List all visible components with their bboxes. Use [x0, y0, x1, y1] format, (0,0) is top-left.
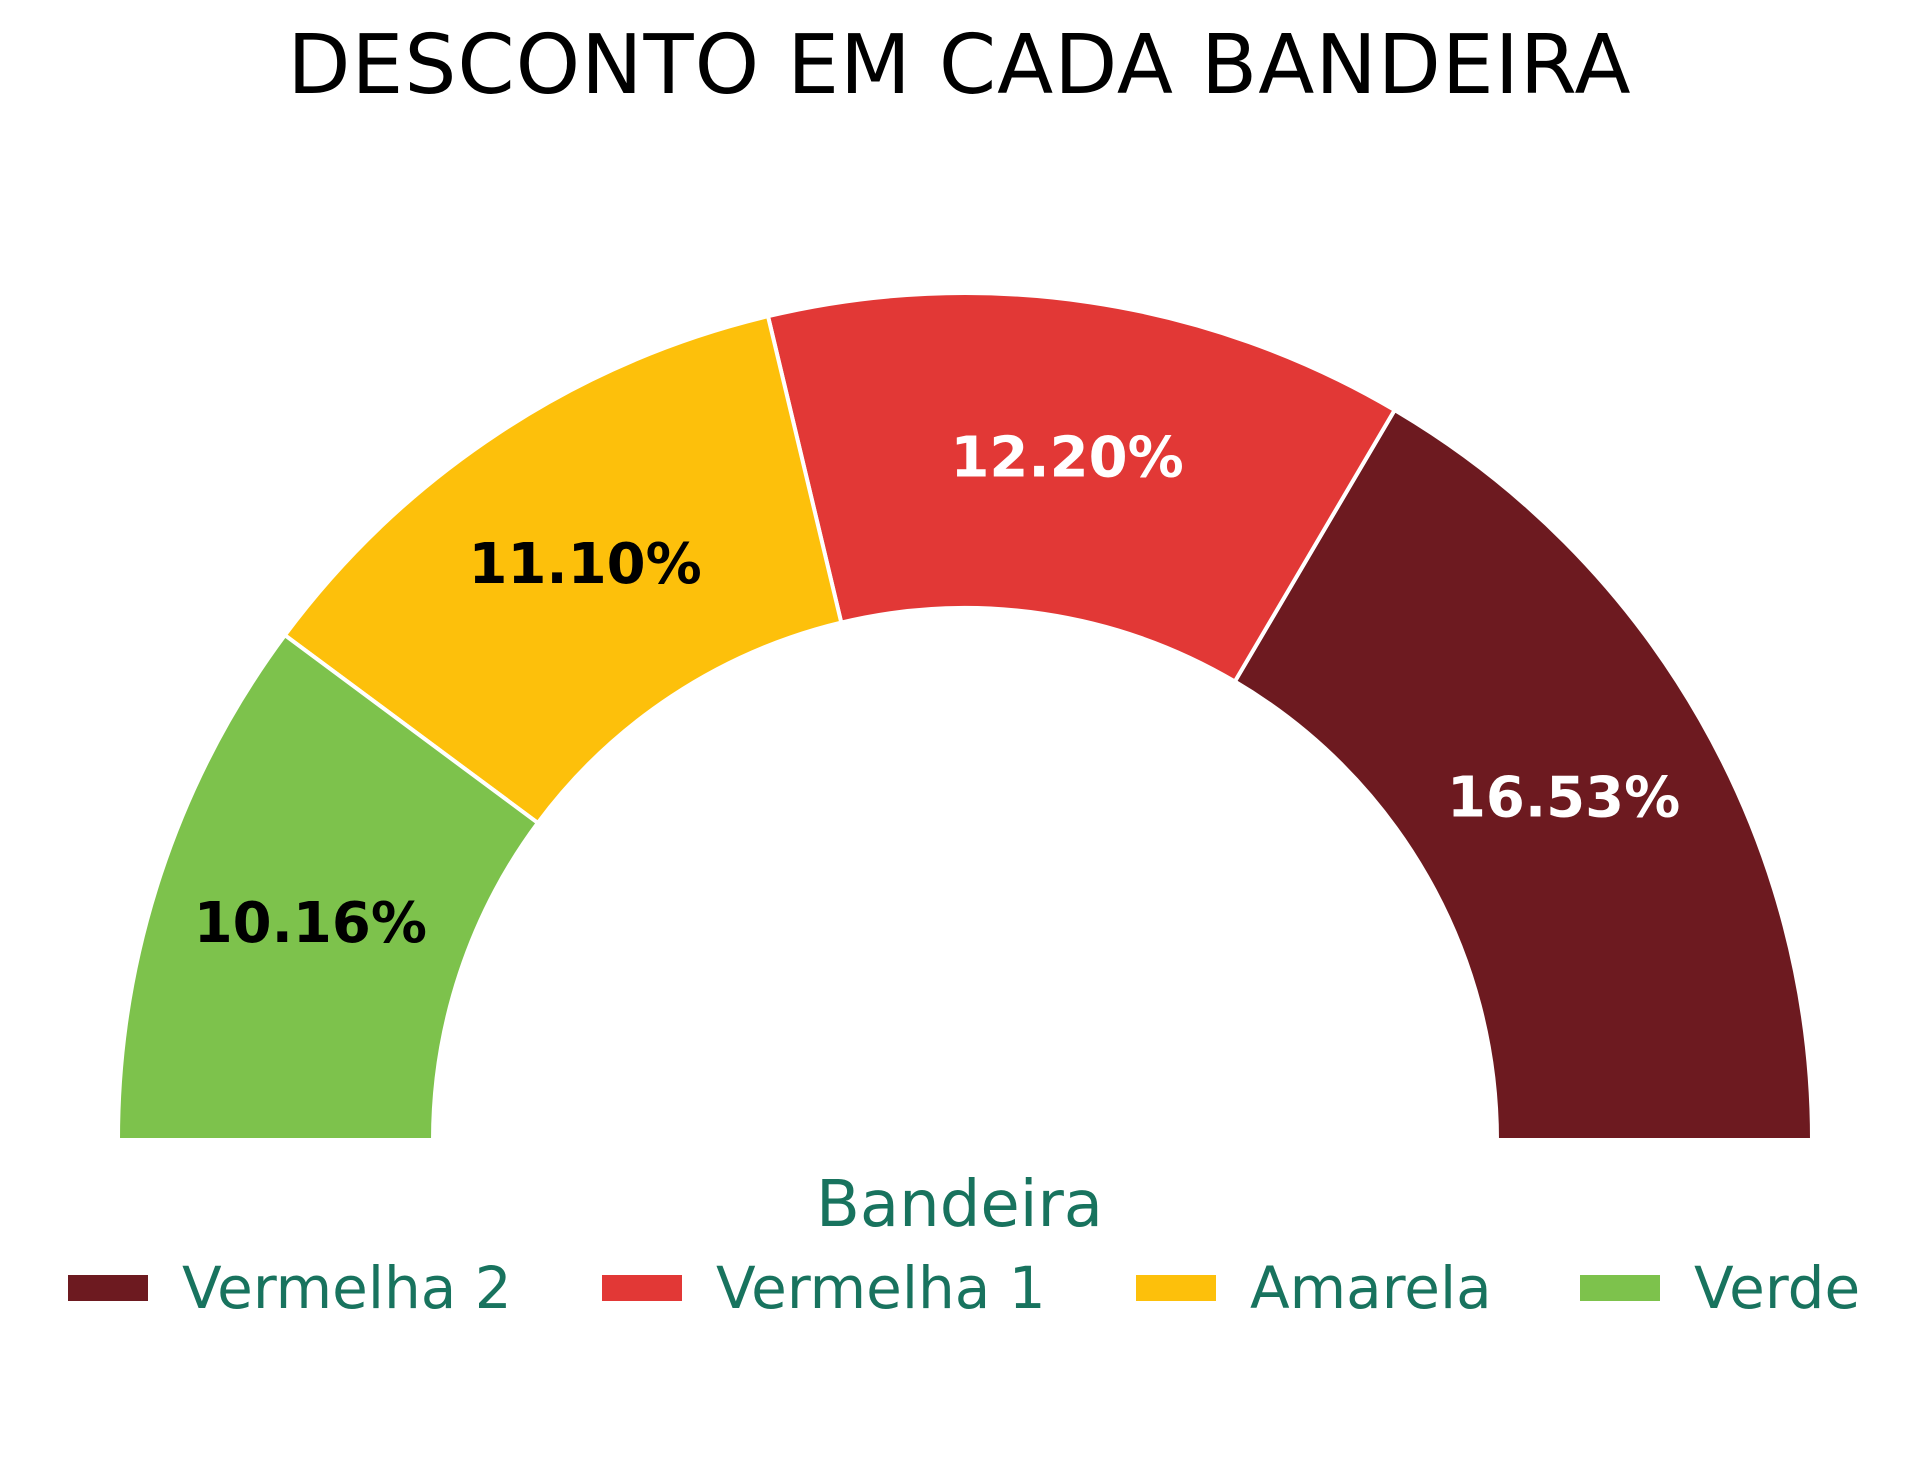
- slice-labels-group: 16.53% 12.20% 11.10% 10.16%: [194, 426, 1680, 956]
- legend-item-verde: Verde: [1580, 1254, 1861, 1322]
- slice-label: 16.53%: [1447, 765, 1680, 830]
- slice-vermelha-2: [1232, 407, 1815, 1142]
- legend-label: Vermelha 2: [182, 1254, 512, 1322]
- legend-item-amarela: Amarela: [1136, 1254, 1492, 1322]
- legend-label: Vermelha 1: [716, 1254, 1046, 1322]
- slice-label: 11.10%: [468, 532, 701, 597]
- legend-swatch: [602, 1275, 682, 1301]
- slice-vermelha-1: [765, 291, 1398, 685]
- slice-label: 12.20%: [950, 426, 1183, 491]
- legend-label: Amarela: [1250, 1254, 1492, 1322]
- legend-title: Bandeira: [816, 1168, 1103, 1242]
- legend-item-vermelha-2: Vermelha 2: [68, 1254, 512, 1322]
- legend-label: Verde: [1694, 1254, 1861, 1322]
- legend-swatch: [68, 1275, 148, 1301]
- slice-label: 10.16%: [194, 891, 427, 956]
- slice-verde: [115, 632, 541, 1142]
- legend-swatch: [1580, 1275, 1660, 1301]
- slice-amarela: [282, 313, 844, 826]
- legend-swatch: [1136, 1275, 1216, 1301]
- slices-group: [115, 291, 1815, 1142]
- legend-item-vermelha-1: Vermelha 1: [602, 1254, 1046, 1322]
- chart-title: DESCONTO EM CADA BANDEIRA: [287, 18, 1632, 113]
